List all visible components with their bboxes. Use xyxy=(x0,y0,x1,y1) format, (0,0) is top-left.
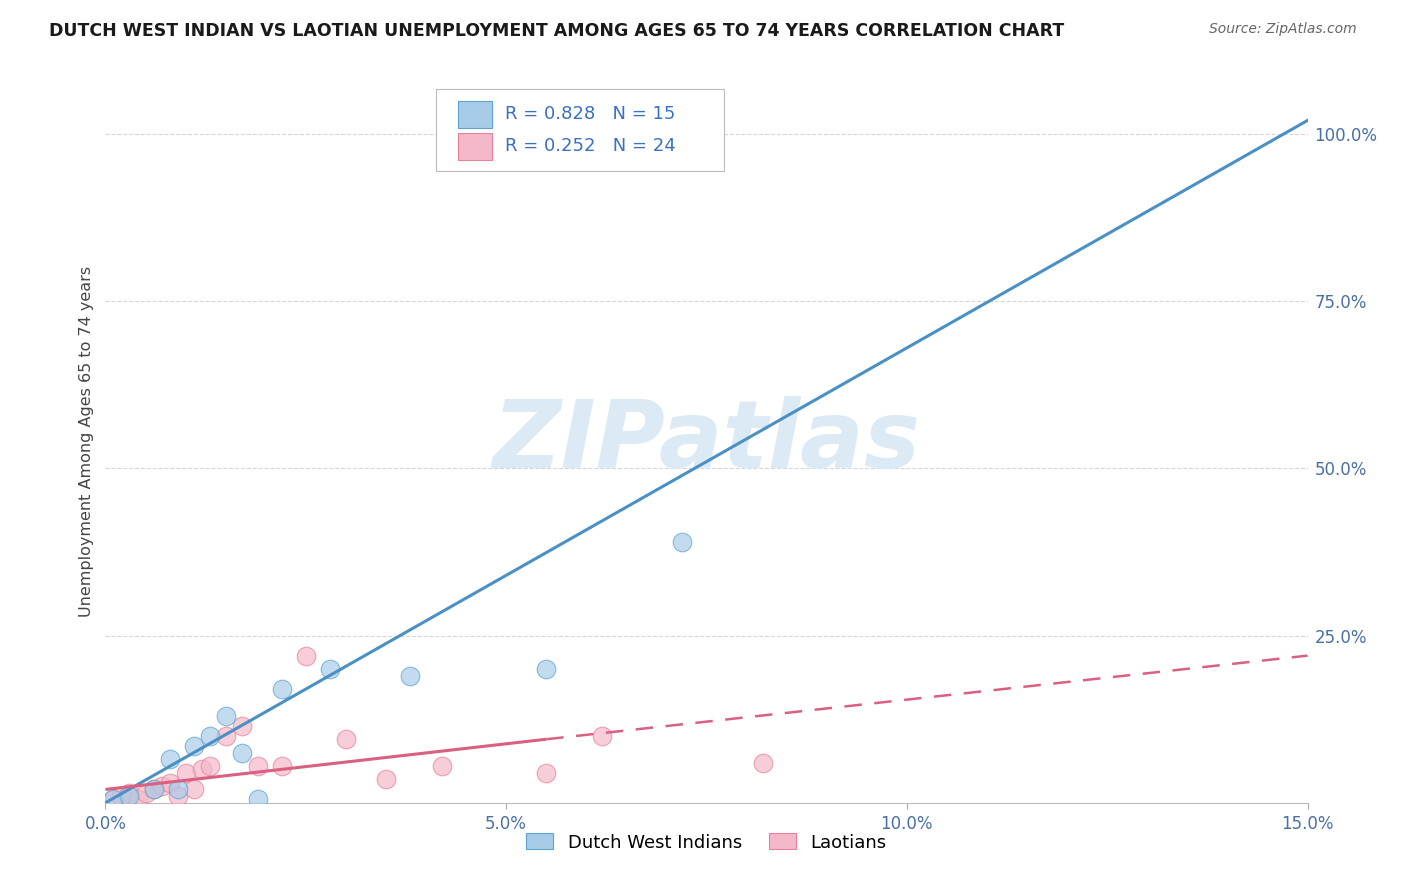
Point xyxy=(430,759,453,773)
Point xyxy=(135,786,157,800)
Y-axis label: Unemployment Among Ages 65 to 74 years: Unemployment Among Ages 65 to 74 years xyxy=(79,266,94,617)
Text: Source: ZipAtlas.com: Source: ZipAtlas.com xyxy=(1209,22,1357,37)
Point xyxy=(198,729,221,743)
Point xyxy=(142,782,165,797)
Point xyxy=(110,789,132,804)
Point xyxy=(183,739,205,753)
Point xyxy=(127,792,149,806)
Point xyxy=(319,662,342,676)
Point xyxy=(246,759,269,773)
Point xyxy=(375,772,398,787)
Point xyxy=(103,792,125,806)
Point xyxy=(591,729,613,743)
Text: R = 0.828   N = 15: R = 0.828 N = 15 xyxy=(505,105,675,123)
Point xyxy=(118,789,141,804)
Point xyxy=(246,792,269,806)
Text: ZIPatlas: ZIPatlas xyxy=(492,395,921,488)
Point xyxy=(536,662,558,676)
Point xyxy=(183,782,205,797)
Point xyxy=(270,681,292,696)
Point xyxy=(671,534,693,549)
Point xyxy=(751,756,773,770)
Text: DUTCH WEST INDIAN VS LAOTIAN UNEMPLOYMENT AMONG AGES 65 TO 74 YEARS CORRELATION : DUTCH WEST INDIAN VS LAOTIAN UNEMPLOYMEN… xyxy=(49,22,1064,40)
Point xyxy=(190,762,212,776)
Point xyxy=(214,729,236,743)
Point xyxy=(150,779,173,793)
Point xyxy=(231,719,253,733)
Legend: Dutch West Indians, Laotians: Dutch West Indians, Laotians xyxy=(519,826,894,859)
Point xyxy=(536,765,558,780)
Point xyxy=(214,708,236,723)
Point xyxy=(231,746,253,760)
Point xyxy=(174,765,197,780)
Point xyxy=(166,782,188,797)
Point xyxy=(159,752,181,766)
Point xyxy=(159,776,181,790)
Point xyxy=(335,732,357,747)
Point xyxy=(295,648,318,663)
Point xyxy=(399,669,422,683)
Point xyxy=(270,759,292,773)
Point xyxy=(103,792,125,806)
Point xyxy=(166,789,188,804)
Point xyxy=(198,759,221,773)
Point xyxy=(118,786,141,800)
Text: R = 0.252   N = 24: R = 0.252 N = 24 xyxy=(505,137,675,155)
Point xyxy=(142,782,165,797)
